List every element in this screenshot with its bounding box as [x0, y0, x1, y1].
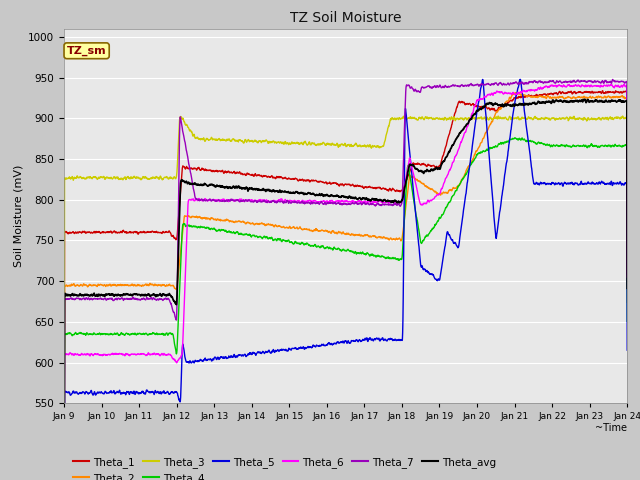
- Theta_4: [511, 135, 518, 141]
- Theta_2: [512, 90, 520, 96]
- Theta_4: [334, 246, 342, 252]
- Theta_3: [334, 143, 342, 148]
- X-axis label: ~Time: ~Time: [595, 422, 627, 432]
- Theta_5: [89, 392, 97, 398]
- Theta_6: [620, 81, 628, 87]
- Line: Theta_2: Theta_2: [64, 93, 627, 480]
- Theta_7: [607, 80, 614, 85]
- Theta_1: [89, 230, 97, 236]
- Theta_3: [623, 300, 631, 305]
- Line: Theta_3: Theta_3: [64, 116, 627, 480]
- Theta_avg: [581, 96, 589, 102]
- Line: Theta_1: Theta_1: [64, 91, 627, 480]
- Theta_avg: [607, 98, 615, 104]
- Y-axis label: Soil Moisture (mV): Soil Moisture (mV): [14, 165, 24, 267]
- Theta_1: [599, 88, 607, 94]
- Theta_4: [89, 332, 97, 337]
- Theta_4: [504, 139, 511, 144]
- Theta_avg: [334, 193, 342, 199]
- Line: Theta_4: Theta_4: [64, 138, 627, 480]
- Theta_avg: [607, 99, 614, 105]
- Theta_1: [607, 89, 614, 95]
- Theta_2: [89, 282, 97, 288]
- Legend: Theta_1, Theta_2, Theta_3, Theta_4, Theta_5, Theta_6, Theta_7, Theta_avg: Theta_1, Theta_2, Theta_3, Theta_4, Thet…: [69, 453, 500, 480]
- Theta_2: [334, 230, 342, 236]
- Theta_3: [319, 140, 327, 145]
- Theta_1: [504, 100, 511, 106]
- Line: Theta_avg: Theta_avg: [64, 99, 627, 480]
- Text: TZ_sm: TZ_sm: [67, 46, 106, 56]
- Theta_5: [623, 347, 631, 353]
- Theta_4: [607, 144, 615, 150]
- Theta_3: [619, 113, 627, 119]
- Title: TZ Soil Moisture: TZ Soil Moisture: [290, 11, 401, 25]
- Theta_2: [319, 228, 327, 233]
- Theta_7: [89, 297, 97, 302]
- Theta_1: [607, 89, 615, 95]
- Line: Theta_7: Theta_7: [64, 80, 627, 480]
- Theta_1: [319, 179, 327, 185]
- Theta_7: [504, 81, 511, 87]
- Theta_5: [319, 342, 327, 348]
- Theta_avg: [319, 192, 327, 198]
- Theta_5: [607, 180, 614, 186]
- Theta_2: [607, 94, 614, 100]
- Theta_4: [319, 243, 327, 249]
- Theta_5: [607, 179, 615, 184]
- Line: Theta_6: Theta_6: [64, 84, 627, 480]
- Theta_1: [334, 181, 342, 187]
- Theta_6: [89, 352, 97, 358]
- Theta_6: [607, 82, 614, 87]
- Theta_7: [319, 201, 327, 207]
- Theta_5: [504, 154, 511, 160]
- Theta_6: [607, 82, 614, 88]
- Line: Theta_5: Theta_5: [64, 79, 627, 480]
- Theta_5: [516, 76, 524, 82]
- Theta_5: [334, 339, 342, 345]
- Theta_2: [504, 98, 511, 104]
- Theta_2: [607, 95, 615, 100]
- Theta_avg: [504, 101, 511, 107]
- Theta_2: [623, 282, 631, 288]
- Theta_4: [607, 144, 614, 150]
- Theta_7: [623, 271, 631, 277]
- Theta_6: [623, 274, 631, 280]
- Theta_3: [89, 175, 97, 180]
- Theta_7: [607, 78, 614, 84]
- Theta_3: [504, 117, 511, 123]
- Theta_avg: [89, 293, 97, 299]
- Theta_6: [504, 91, 511, 96]
- Theta_6: [319, 198, 327, 204]
- Theta_3: [607, 115, 614, 120]
- Theta_1: [623, 279, 631, 285]
- Theta_7: [609, 77, 617, 83]
- Theta_4: [623, 318, 631, 324]
- Theta_6: [334, 198, 342, 204]
- Theta_avg: [623, 286, 631, 291]
- Theta_7: [334, 200, 342, 206]
- Theta_3: [607, 114, 614, 120]
